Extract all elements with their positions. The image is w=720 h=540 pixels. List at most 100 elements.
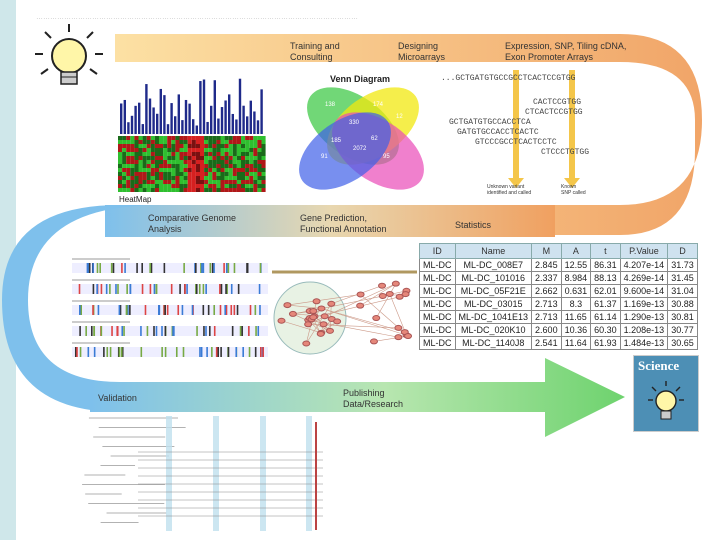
track-mark xyxy=(194,263,196,273)
genome-track xyxy=(72,305,268,315)
heatmap-cell xyxy=(118,156,123,160)
heatmap-cell xyxy=(163,144,168,148)
track-mark xyxy=(248,347,251,357)
heatmap-cell xyxy=(195,160,200,164)
table-row: ML-DC ML-DC_008E7 2.845 12.55 86.31 4.207e-14… xyxy=(419,258,698,272)
heatmap-cell xyxy=(261,168,266,172)
heatmap-cell xyxy=(183,180,188,184)
heatmap-cell xyxy=(154,144,159,148)
track-mark xyxy=(164,305,166,315)
track-mark xyxy=(164,347,167,357)
heatmap-cell xyxy=(245,176,250,180)
heatmap-cell xyxy=(228,148,233,152)
track-mark xyxy=(129,305,131,315)
heatmap-cell xyxy=(130,180,135,184)
statistics-label: Statistics xyxy=(455,220,492,230)
heatmap-cell xyxy=(224,148,229,152)
heatmap-cell xyxy=(220,140,225,144)
heatmap-cell xyxy=(195,184,200,188)
track-mark xyxy=(158,305,160,315)
tree-column xyxy=(260,416,266,531)
heatmap-cell xyxy=(261,188,266,192)
heatmap-cell xyxy=(191,156,196,160)
heatmap-cell xyxy=(134,152,139,156)
track-mark xyxy=(166,305,169,315)
track-mark xyxy=(112,263,115,273)
heatmap-cell xyxy=(208,176,213,180)
heatmap-cell xyxy=(134,140,139,144)
table-cell: ML-DC_008E7 xyxy=(454,258,533,272)
heatmap-cell xyxy=(179,180,184,184)
table-cell: 60.30 xyxy=(590,323,621,337)
heatmap-cell xyxy=(142,176,147,180)
heatmap-cell xyxy=(126,160,131,164)
venn-val-6: 185 xyxy=(331,138,342,144)
heatmap-cell xyxy=(138,160,143,164)
heatmap-cell xyxy=(126,176,131,180)
venn-val-7: 62 xyxy=(371,136,378,142)
middle-band xyxy=(105,205,555,237)
heatmap-cell xyxy=(187,168,192,172)
network-node xyxy=(401,291,410,298)
histogram-bar xyxy=(213,80,216,134)
heatmap-cell xyxy=(220,180,225,184)
heatmap-cell xyxy=(159,144,164,148)
venn-val-0: 138 xyxy=(325,102,336,108)
heatmap-cell xyxy=(212,148,217,152)
heatmap-cell xyxy=(204,144,209,148)
heatmap-cell xyxy=(163,168,168,172)
heatmap-cell xyxy=(171,160,176,164)
table-cell: 9.600e-14 xyxy=(619,284,669,298)
heatmap-cell xyxy=(253,168,258,172)
heatmap-cell xyxy=(232,180,237,184)
table-cell: 8.3 xyxy=(560,297,592,311)
table-cell: ML-DC_020K10 xyxy=(454,323,533,337)
heatmap-cell xyxy=(191,168,196,172)
table-cell: 61.37 xyxy=(590,297,621,311)
heatmap-grid xyxy=(118,136,266,192)
heatmap-cell xyxy=(150,164,155,168)
seq-line-4: GATGTGCCACCTCACTC xyxy=(457,128,539,137)
track-mark xyxy=(121,263,123,273)
heatmap-cell xyxy=(142,144,147,148)
track-mark xyxy=(155,284,158,294)
heatmap-cell xyxy=(175,184,180,188)
heatmap-cell xyxy=(236,180,241,184)
track-mark xyxy=(92,263,94,273)
table-cell: 30.88 xyxy=(667,297,698,311)
heatmap-cell xyxy=(257,160,262,164)
track-mark xyxy=(161,326,163,336)
heatmap-cell xyxy=(138,164,143,168)
track-mark xyxy=(153,284,156,294)
histogram-bar xyxy=(134,105,137,134)
track-mark xyxy=(205,284,207,294)
histogram-bar xyxy=(235,119,238,134)
heatmap-cell xyxy=(126,144,131,148)
table-cell: 2.600 xyxy=(531,323,562,337)
heatmap-cell xyxy=(175,180,180,184)
track-mark xyxy=(233,305,236,315)
heatmap-cell xyxy=(171,180,176,184)
heatmap-cell xyxy=(163,176,168,180)
heatmap-cell xyxy=(216,176,221,180)
track-mark xyxy=(184,284,186,294)
heatmap-cell xyxy=(245,140,250,144)
track-mark xyxy=(97,305,100,315)
heatmap-cell xyxy=(232,160,237,164)
heatmap-cell xyxy=(245,188,250,192)
heatmap-cell xyxy=(171,188,176,192)
track-mark xyxy=(220,347,222,357)
heatmap-cell xyxy=(142,152,147,156)
heatmap-cell xyxy=(212,172,217,176)
heatmap-cell xyxy=(171,144,176,148)
track-mark xyxy=(106,347,109,357)
heatmap-cell xyxy=(179,188,184,192)
heatmap-cell xyxy=(118,184,123,188)
heatmap-cell xyxy=(179,148,184,152)
col-name: Name xyxy=(454,243,533,259)
track-mark xyxy=(79,347,82,357)
heatmap-cell xyxy=(245,164,250,168)
heatmap-cell xyxy=(118,140,123,144)
track-mark xyxy=(226,284,228,294)
heatmap-cell xyxy=(191,144,196,148)
